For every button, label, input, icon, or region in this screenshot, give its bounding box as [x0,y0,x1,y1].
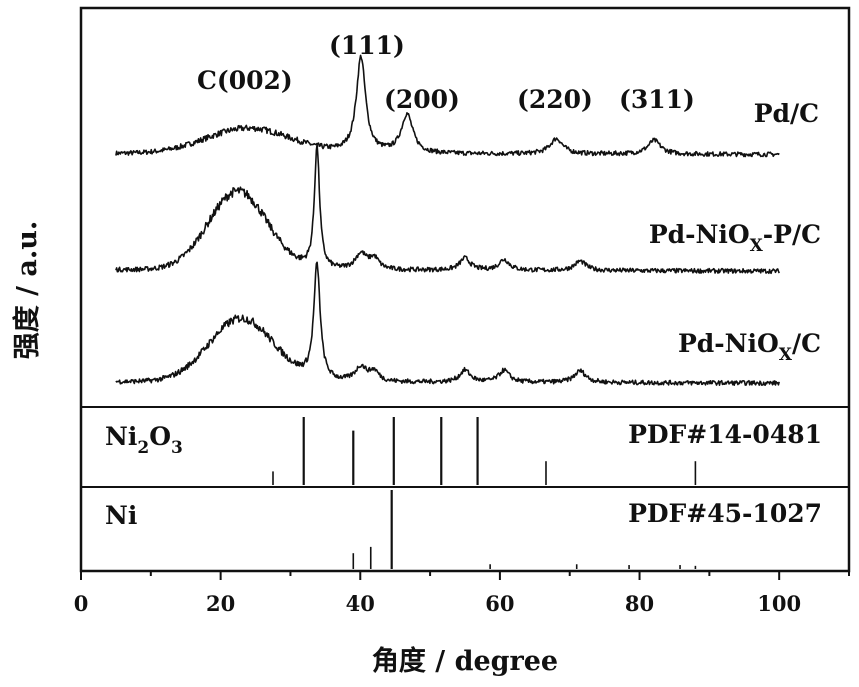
reference-phase-ni2o3-mid: O [149,422,171,451]
reference-phase-ni2o3-sub1: 2 [137,438,149,458]
x-tick-label-20: 20 [206,591,235,616]
peak-label-200: (200) [384,85,460,114]
reference-phase-ni2o3-main: Ni [105,422,137,451]
x-tick-label-80: 80 [625,591,654,616]
x-tick-label-0: 0 [74,591,89,616]
series-label-pd-niox-p-c-tail: -P/C [763,220,821,249]
y-axis-title: 强度 / a.u. [11,221,43,360]
x-tick-label-40: 40 [346,591,375,616]
x-tick-label-100: 100 [757,591,801,616]
peak-label-111: (111) [329,31,405,60]
series-label-pd-niox-p-c-sub: X [750,236,764,256]
reference-phase-ni2o3: Ni2O3 [105,422,183,458]
xrd-trace-1 [116,144,779,273]
peak-label-220: (220) [517,85,593,114]
reference-card-14-0481: PDF#14-0481 [628,420,822,449]
peak-label-311: (311) [619,85,695,114]
series-label-pd-niox-c-main: Pd-NiO [678,329,779,358]
series-label-pd-niox-c-sub: X [779,345,793,365]
series-label-pd-c: Pd/C [754,99,819,128]
reference-card-45-1027: PDF#45-1027 [628,499,822,528]
xrd-trace-2 [116,262,779,385]
x-axis-title: 角度 / degree [372,645,558,677]
series-label-pd-niox-p-c-main: Pd-NiO [649,220,750,249]
x-axis-ticks [81,571,849,580]
reference-phase-ni2o3-sub2: 3 [171,438,183,458]
x-tick-label-60: 60 [485,591,514,616]
peak-label-c002: C(002) [197,66,293,95]
reference-phase-ni: Ni [105,501,137,530]
series-label-pd-niox-c: Pd-NiOX/C [678,329,821,365]
series-label-pd-niox-p-c: Pd-NiOX-P/C [649,220,821,256]
series-label-pd-niox-c-tail: /C [792,329,821,358]
